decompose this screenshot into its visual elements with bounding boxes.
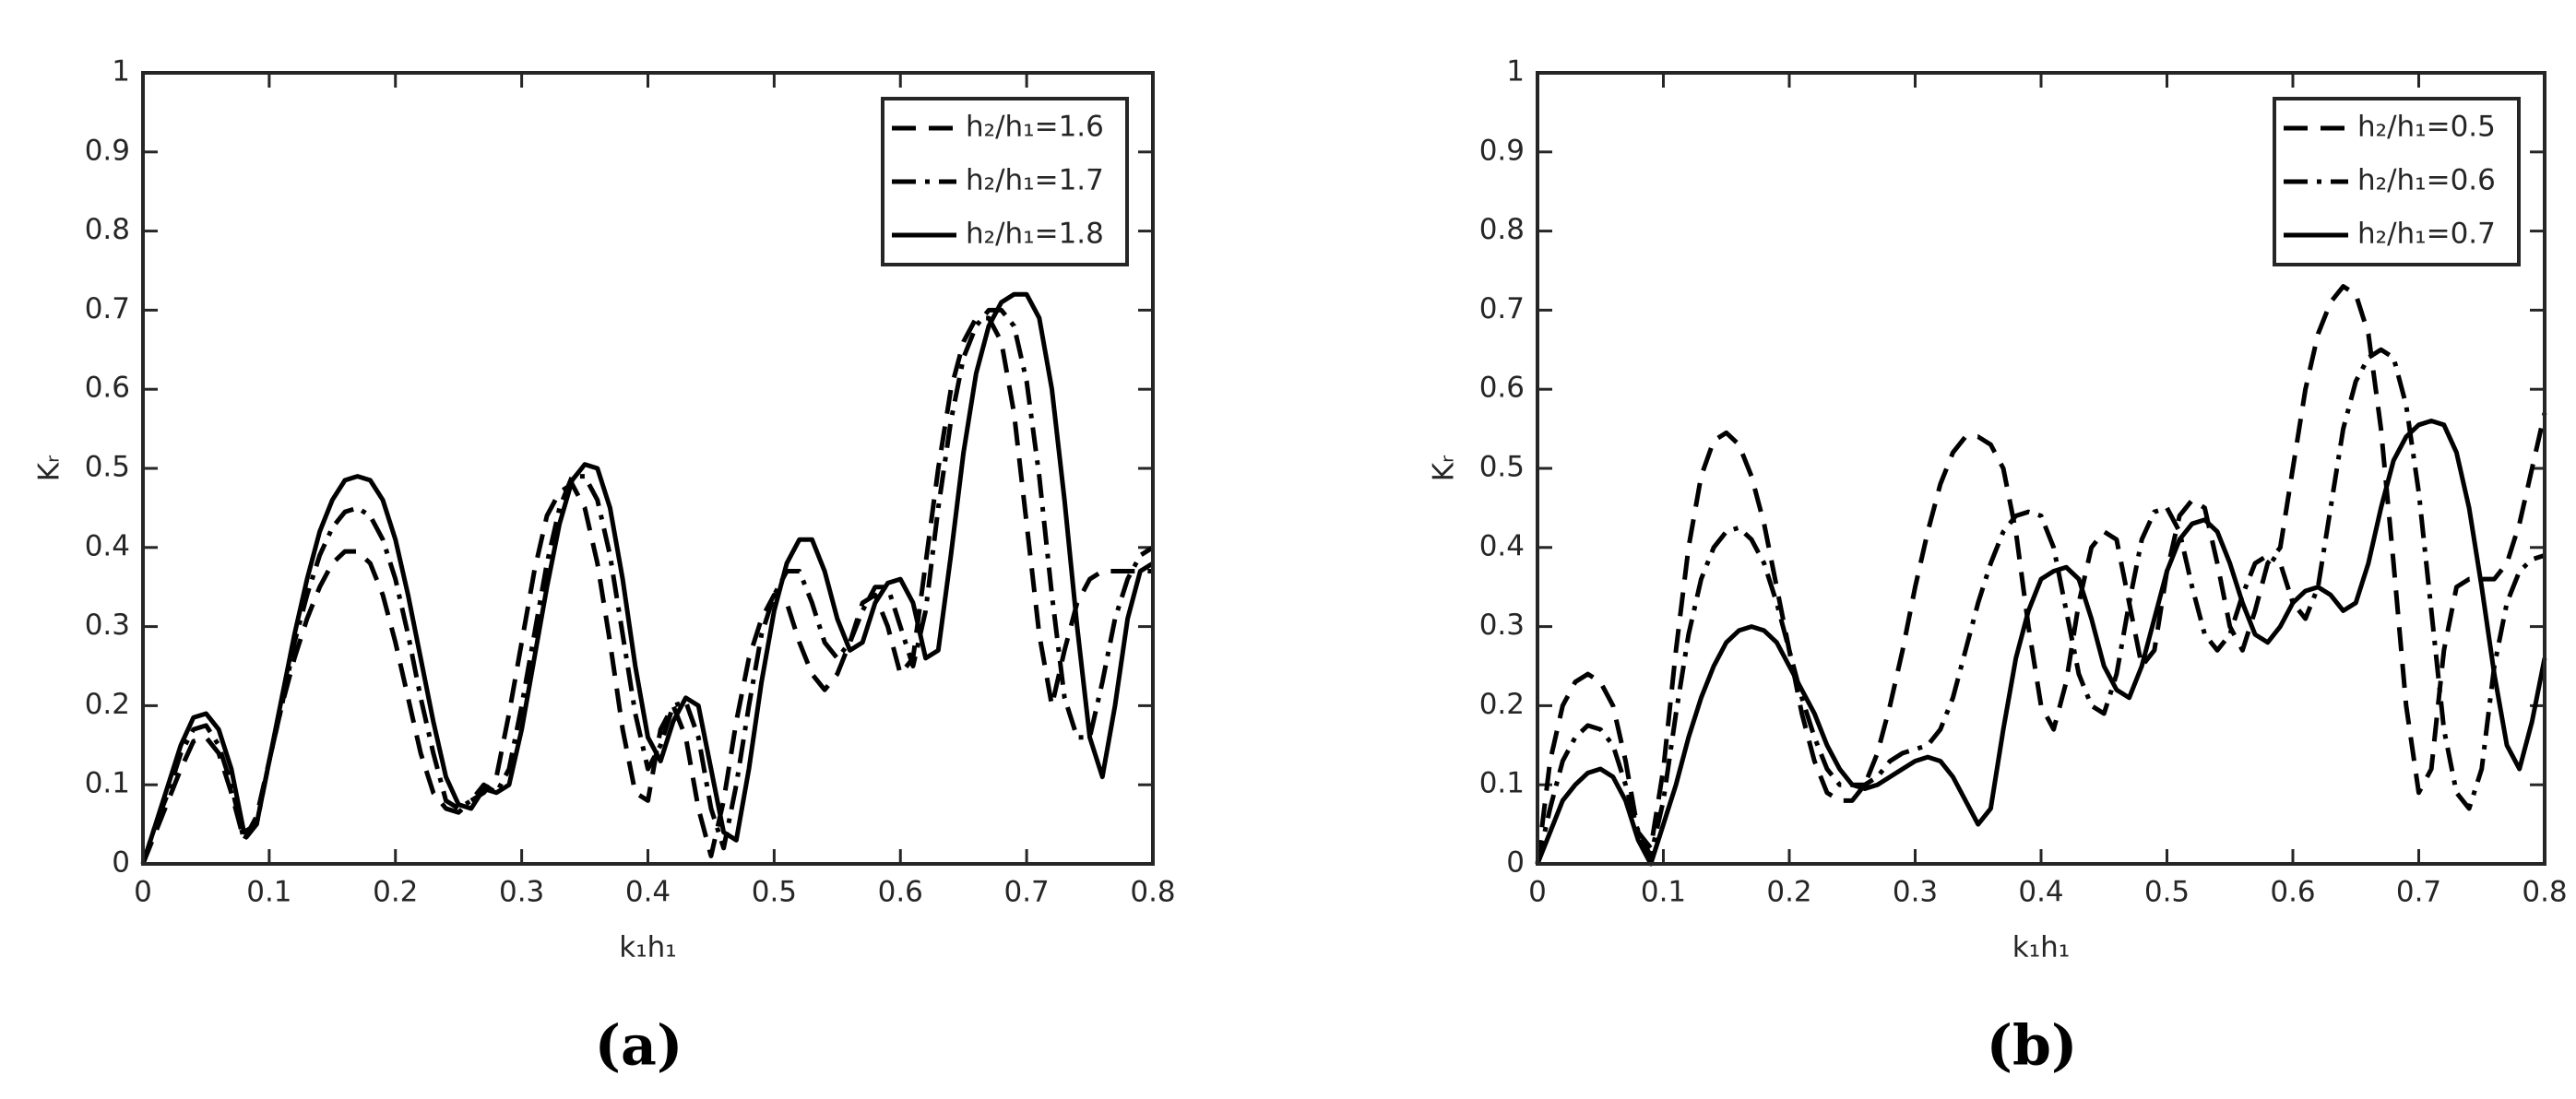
x-tick-label: 0.2 [373,876,418,909]
y-tick-label: 0.7 [85,292,130,325]
data-line [140,291,1155,865]
legend-label: h₂/h₁=1.8 [966,218,1104,251]
legend-label: h₂/h₁=0.7 [2357,218,2496,251]
y-tick-label: 0.6 [1479,372,1525,405]
y-tick-label: 0.9 [1479,134,1525,167]
legend-label: h₂/h₁=1.7 [966,164,1104,197]
x-tick-label: 0.6 [878,876,923,909]
y-tick-label: 0.7 [1479,292,1525,325]
y-tick-label: 0.2 [85,688,130,721]
data-line [1535,284,2547,865]
x-tick-label: 0.7 [1003,876,1049,909]
x-tick-label: 0.7 [2396,876,2441,909]
legend-label: h₂/h₁=1.6 [966,111,1104,144]
y-tick-label: 1 [112,55,130,89]
y-tick-label: 0.5 [1479,451,1525,484]
y-tick-label: 0.1 [85,767,130,800]
y-tick-label: 0.1 [1479,767,1525,800]
y-tick-label: 0.9 [85,134,130,167]
y-tick-label: 0.5 [85,451,130,484]
x-tick-label: 0.8 [2522,876,2567,909]
y-tick-label: 0 [112,846,130,880]
y-axis-label: Kᵣ [33,455,66,481]
x-tick-label: 0 [134,876,152,909]
x-tick-label: 0 [1528,876,1547,909]
y-tick-label: 0.8 [1479,213,1525,246]
data-line [1535,347,2546,865]
data-line [1535,419,2547,867]
x-tick-label: 0.6 [2270,876,2315,909]
y-tick-label: 0 [1506,846,1525,880]
panel-caption: (a) [595,1014,683,1079]
data-line [140,307,1155,865]
x-tick-label: 0.2 [1766,876,1811,909]
y-tick-label: 0.2 [1479,688,1525,721]
x-tick-label: 0.4 [2018,876,2063,909]
x-tick-label: 0.1 [246,876,291,909]
panel-caption: (b) [1987,1014,2078,1079]
y-tick-label: 0.3 [85,609,130,642]
y-tick-label: 0.4 [85,529,130,562]
x-tick-label: 0.3 [1893,876,1938,909]
x-axis-label: k₁h₁ [619,931,676,964]
x-tick-label: 0.3 [499,876,544,909]
y-tick-label: 0.3 [1479,609,1525,642]
y-tick-label: 0.6 [85,372,130,405]
axes-frame [1536,71,2546,866]
axes-frame [141,71,1155,866]
x-tick-label: 0.8 [1130,876,1175,909]
legend-label: h₂/h₁=0.6 [2357,164,2496,197]
data-line [140,315,1153,865]
y-tick-label: 0.8 [85,213,130,246]
x-axis-label: k₁h₁ [2012,931,2070,964]
x-tick-label: 0.1 [1641,876,1686,909]
y-tick-label: 1 [1506,55,1525,89]
x-tick-label: 0.4 [625,876,671,909]
x-tick-label: 0.5 [752,876,797,909]
y-axis-label: Kᵣ [1428,455,1461,481]
legend-label: h₂/h₁=0.5 [2357,111,2496,144]
x-tick-label: 0.5 [2144,876,2190,909]
y-tick-label: 0.4 [1479,529,1525,562]
